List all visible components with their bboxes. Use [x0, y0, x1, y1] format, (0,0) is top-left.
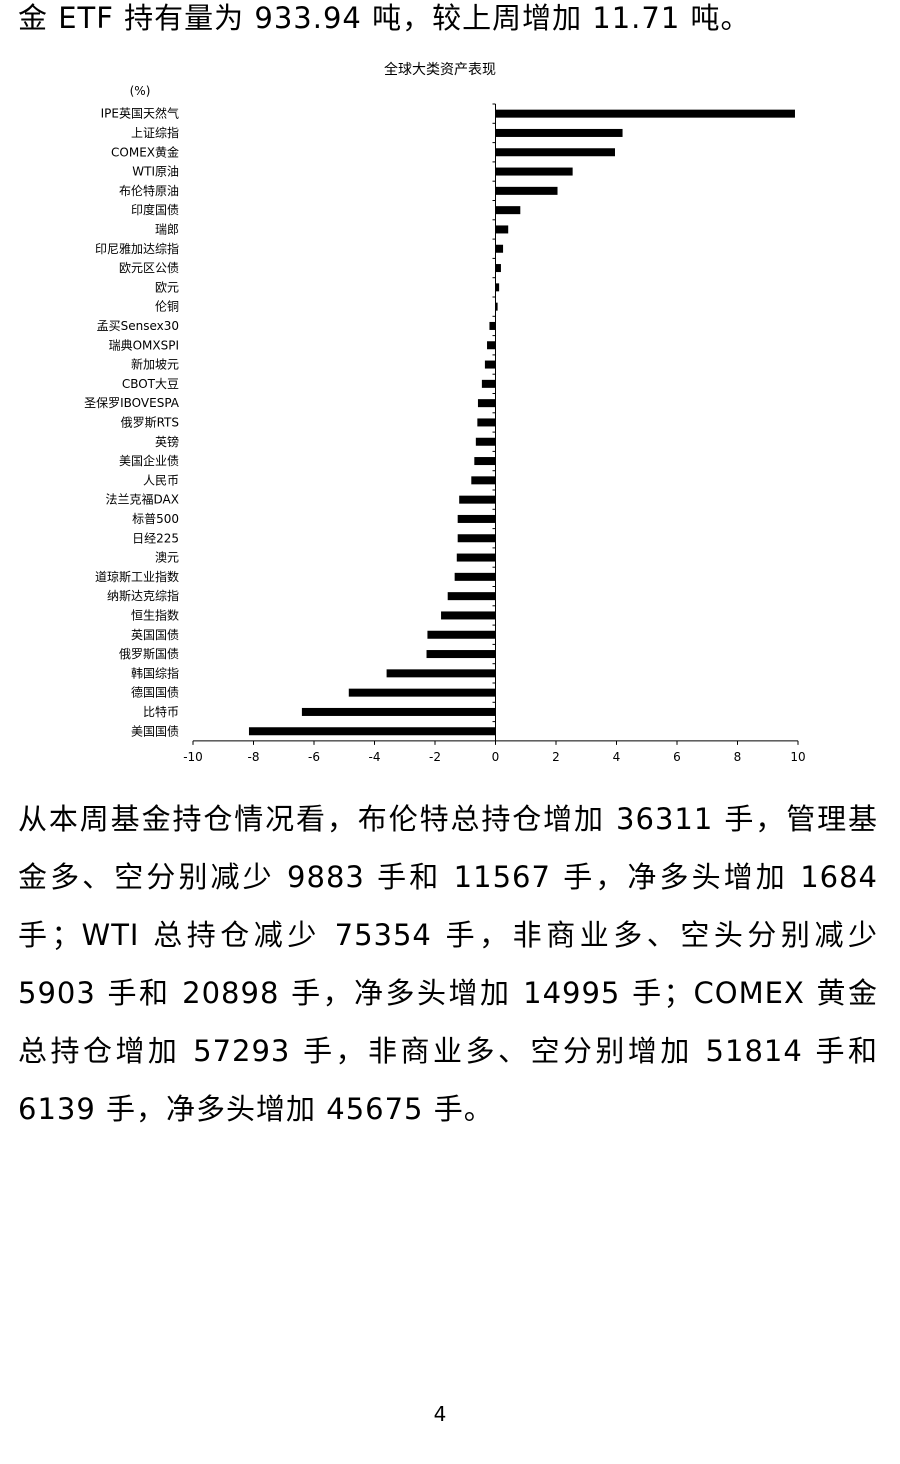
category-label: 英镑 [155, 434, 179, 449]
category-label: CBOT大豆 [122, 377, 179, 391]
page-number: 4 [433, 1402, 447, 1426]
bar [495, 128, 623, 137]
category-label: 道琼斯工业指数 [95, 569, 179, 584]
bar [495, 167, 573, 176]
unit-label: (%) [130, 84, 151, 98]
bar [454, 572, 496, 581]
x-tick-label: -2 [429, 750, 441, 764]
bar [348, 688, 496, 697]
x-tick-label: 10 [790, 750, 805, 764]
category-label: COMEX黄金 [111, 144, 179, 159]
bar [495, 244, 504, 253]
category-label: 欧元区公债 [119, 261, 179, 275]
bar [441, 611, 496, 620]
category-label: WTI原油 [132, 165, 179, 179]
category-label: 印度国债 [131, 202, 179, 217]
bar [457, 534, 496, 543]
category-label: 比特币 [143, 704, 179, 719]
bar [447, 592, 496, 601]
category-label: 孟买Sensex30 [97, 319, 179, 333]
bar [457, 514, 496, 523]
category-label: 布伦特原油 [119, 183, 179, 198]
x-tick-label: 0 [492, 750, 500, 764]
bar [484, 360, 496, 369]
category-label: 韩国综指 [131, 665, 179, 680]
bar [427, 630, 496, 639]
chart-title: 全球大类资产表现 [384, 61, 496, 78]
category-label: 德国国债 [131, 685, 179, 700]
bar [495, 148, 615, 157]
bar [495, 109, 795, 118]
category-label: 俄罗斯国债 [119, 647, 179, 661]
category-label: 纳斯达克综指 [107, 588, 179, 603]
category-label: 新加坡元 [131, 357, 179, 372]
category-label: 日经225 [132, 531, 179, 545]
category-label: 上证综指 [131, 125, 179, 140]
category-label: 美国国债 [131, 724, 179, 738]
category-label: 澳元 [155, 551, 179, 565]
category-label: 俄罗斯RTS [121, 415, 179, 429]
bar [426, 650, 496, 659]
category-label: 印尼雅加达综指 [95, 241, 179, 256]
bar [475, 437, 496, 446]
x-tick-label: 4 [613, 750, 621, 764]
bar [487, 341, 496, 350]
bar [495, 206, 521, 215]
positions-paragraph: 从本周基金持仓情况看，布伦特总持仓增加 36311 手，管理基金多、空分别减少 … [18, 790, 878, 1138]
category-label: 法兰克福DAX [106, 492, 179, 507]
bar [459, 495, 496, 504]
category-label: 人民币 [143, 473, 179, 487]
category-label: 圣保罗IBOVESPA [84, 396, 180, 410]
category-label: 瑞郎 [155, 222, 179, 236]
intro-line: 金 ETF 持有量为 933.94 吨，较上周增加 11.71 吨。 [18, 1, 751, 35]
bar [248, 727, 496, 736]
bar [456, 553, 496, 562]
x-tick-label: -6 [308, 750, 320, 764]
category-label: 伦铜 [155, 299, 179, 314]
x-tick-label: -8 [248, 750, 260, 764]
bar [481, 379, 496, 388]
x-tick-label: -4 [369, 750, 381, 764]
bar [471, 476, 496, 485]
axes: -10 -8 -6 -4 -2 0 2 4 6 8 10 [183, 103, 806, 764]
category-label: 瑞典OMXSPI [109, 338, 179, 352]
x-tick-label: -10 [183, 750, 203, 764]
x-tick-label: 8 [734, 750, 742, 764]
bar [474, 457, 496, 466]
category-label: 美国企业债 [119, 453, 179, 468]
bar [489, 321, 496, 330]
bars-group [248, 109, 795, 736]
bar [495, 225, 509, 234]
bar [386, 669, 496, 678]
bar [495, 186, 558, 195]
category-label: 恒生指数 [131, 607, 179, 622]
category-label: IPE英国天然气 [101, 106, 179, 121]
category-label: 标普500 [132, 512, 179, 526]
x-tick-label: 2 [552, 750, 560, 764]
bar [495, 302, 498, 311]
bar [495, 264, 501, 273]
bar [495, 283, 500, 292]
category-label: 欧元 [155, 280, 179, 294]
bar [477, 418, 496, 427]
paragraph-text: 从本周基金持仓情况看，布伦特总持仓增加 36311 手，管理基金多、空分别减少 … [18, 802, 878, 1126]
category-label: 英国国债 [131, 628, 179, 642]
bar [477, 399, 496, 408]
x-tick-label: 6 [673, 750, 681, 764]
bar [301, 707, 496, 716]
